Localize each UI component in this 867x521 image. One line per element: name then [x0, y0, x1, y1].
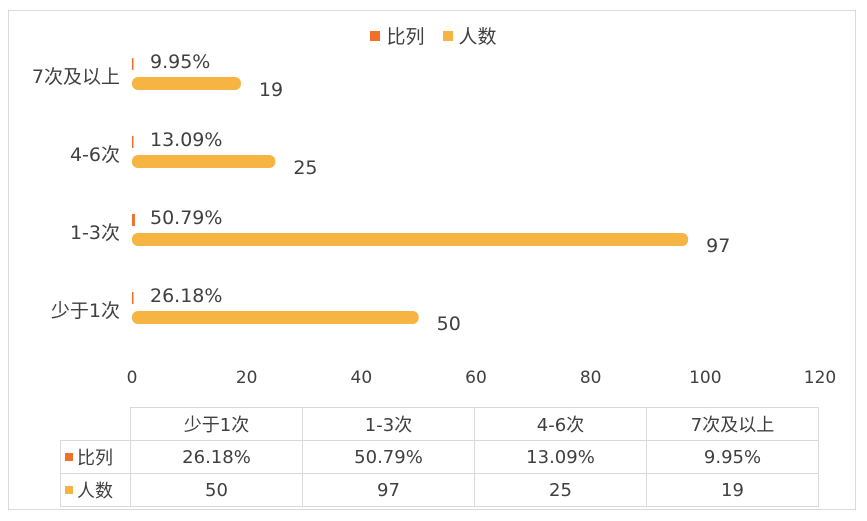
data-table: 少于1次 1-3次 4-6次 7次及以上 比列 26.18% 50.79% 13…	[60, 407, 819, 507]
legend-swatch-count	[442, 31, 453, 41]
data-table-cell: 97	[302, 473, 475, 507]
category-label: 少于1次	[51, 300, 120, 322]
data-label-ratio: 9.95%	[150, 51, 210, 73]
data-label-count: 50	[437, 313, 461, 335]
bar-ratio	[132, 58, 134, 70]
data-table-row-count: 人数 50 97 25 19	[60, 473, 819, 507]
row-label-ratio: 比列	[77, 448, 113, 469]
x-tick-label: 60	[465, 368, 487, 388]
bar-ratio	[132, 292, 134, 304]
data-table-row-label: 比列	[60, 440, 131, 474]
legend-item-count: 人数	[442, 22, 497, 49]
data-label-count: 19	[259, 79, 283, 101]
category-label: 1-3次	[70, 222, 120, 244]
data-table-cell: 50	[130, 473, 303, 507]
bar-count	[132, 155, 276, 168]
data-table-cell: 9.95%	[646, 440, 819, 474]
data-table-header-cell: 7次及以上	[646, 407, 819, 441]
data-table-row-ratio: 比列 26.18% 50.79% 13.09% 9.95%	[60, 440, 819, 474]
bar-ratio	[132, 136, 134, 148]
category-label: 7次及以上	[32, 66, 120, 88]
bar-count	[132, 233, 689, 246]
bar-chart-plot: 少于1次 26.18% 50 1-3次 50.79% 97 4-6次 13.09% 25 7次及以…	[32, 51, 836, 388]
x-tick-label: 0	[127, 368, 138, 388]
data-table-cell: 50.79%	[302, 440, 475, 474]
x-tick-label: 20	[236, 368, 258, 388]
x-tick-label: 100	[689, 368, 721, 388]
data-table-cell: 25	[474, 473, 647, 507]
data-table-cell: 13.09%	[474, 440, 647, 474]
legend-label-count: 人数	[458, 26, 497, 48]
data-table-header-cell: 1-3次	[302, 407, 475, 441]
data-label-ratio: 26.18%	[150, 285, 222, 307]
row-label-count: 人数	[77, 481, 113, 502]
x-tick-label: 120	[804, 368, 836, 388]
data-table-header-cell: 少于1次	[130, 407, 303, 441]
bar-count	[132, 77, 241, 90]
data-label-ratio: 50.79%	[150, 207, 222, 229]
data-table-corner	[61, 408, 131, 441]
x-tick-label: 80	[580, 368, 602, 388]
x-tick-label: 40	[351, 368, 373, 388]
row-swatch-ratio	[65, 453, 73, 461]
data-table-header-cell: 4-6次	[474, 407, 647, 441]
bar-count	[132, 311, 419, 324]
legend-label-ratio: 比列	[386, 26, 425, 48]
category-label: 4-6次	[70, 144, 120, 166]
data-table-header-row: 少于1次 1-3次 4-6次 7次及以上	[61, 407, 819, 441]
legend-item-ratio: 比列	[370, 22, 424, 49]
legend: 比列 人数	[0, 22, 867, 49]
data-label-count: 25	[293, 157, 317, 179]
data-table-cell: 26.18%	[130, 440, 303, 474]
row-swatch-count	[65, 486, 73, 494]
data-label-count: 97	[706, 235, 730, 257]
legend-swatch-ratio	[370, 31, 381, 41]
bar-ratio	[132, 214, 135, 226]
data-label-ratio: 13.09%	[150, 129, 222, 151]
data-table-cell: 19	[646, 473, 819, 507]
data-table-row-label: 人数	[60, 473, 131, 507]
